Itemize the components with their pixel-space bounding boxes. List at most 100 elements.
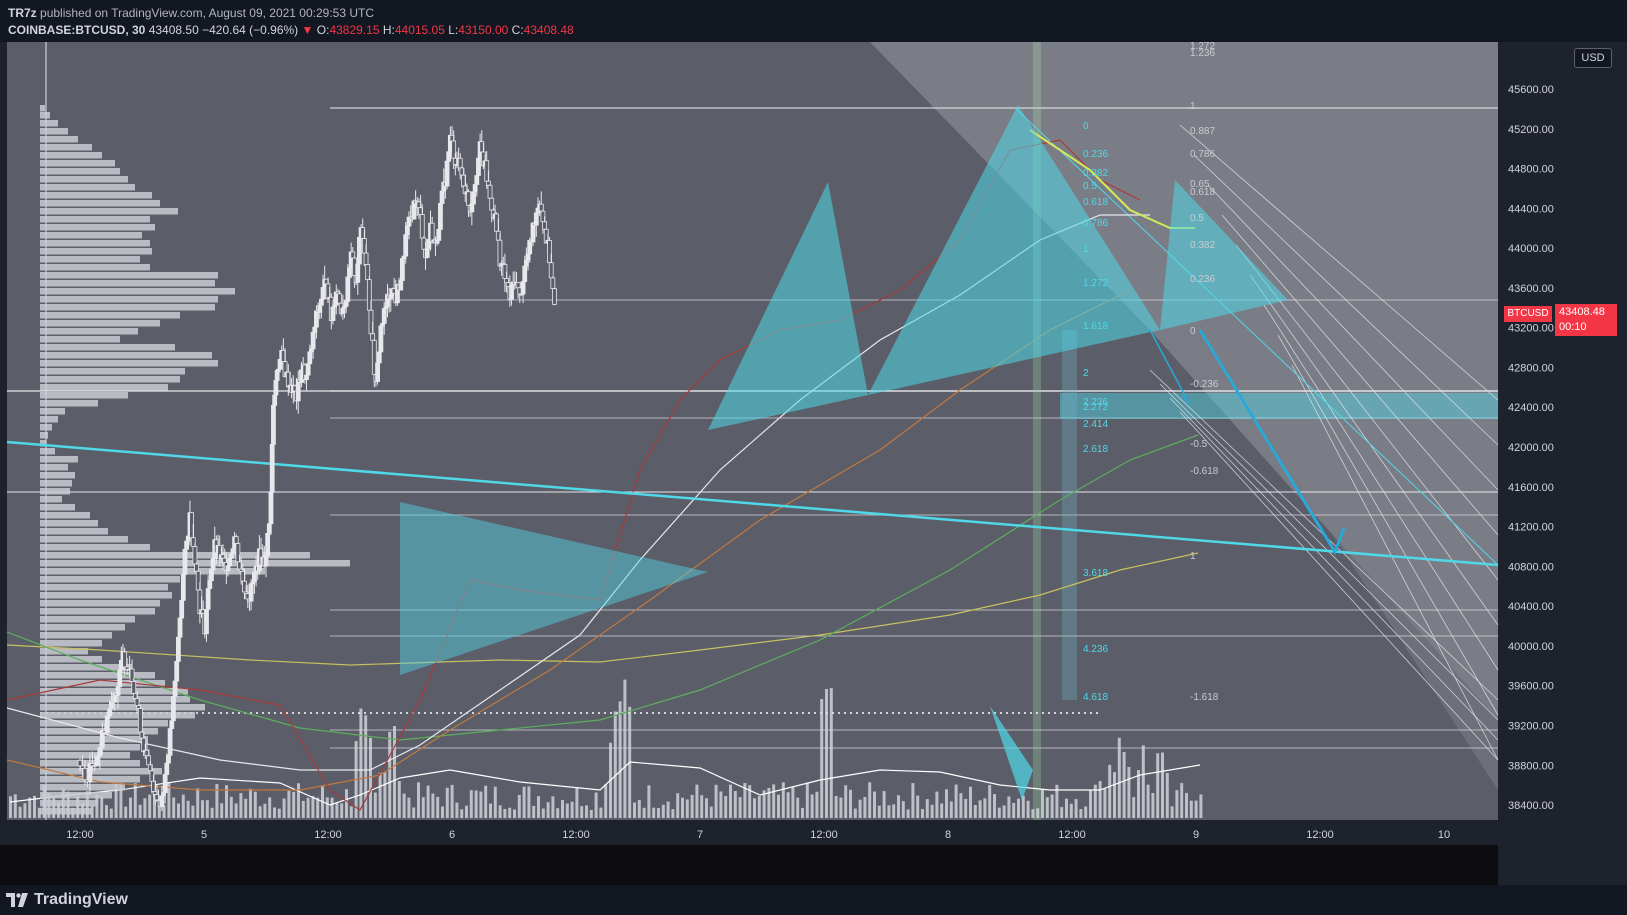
volume-bar — [153, 791, 156, 818]
volume-bar — [709, 806, 713, 818]
volume-profile-row — [40, 648, 88, 655]
candle-up — [295, 379, 301, 402]
volume-bar — [13, 794, 17, 818]
volume-bar — [18, 806, 22, 818]
price-axis: 45600.00 45200.00 44800.00 44400.00 44000.00… — [1508, 84, 1554, 812]
volume-bar — [1199, 794, 1203, 818]
volume-bar — [172, 797, 176, 818]
open-label: O: — [316, 23, 330, 37]
fib-label-right: 1 — [1190, 101, 1196, 112]
fib-band — [1062, 330, 1077, 700]
right-shoulder — [1160, 180, 1288, 330]
fib-label-left: 0.786 — [1083, 218, 1108, 229]
price-tick-label: 40000.00 — [1508, 641, 1554, 653]
volume-bar — [234, 803, 238, 818]
time-tick-label: 6 — [449, 829, 455, 841]
volume-profile-row — [40, 200, 160, 207]
volume-bar — [618, 701, 622, 818]
fib-label-left: 1 — [1083, 244, 1089, 255]
volume-bar — [642, 807, 646, 818]
channel-line — [1179, 124, 1499, 401]
currency-selector[interactable]: USD — [1574, 48, 1612, 68]
volume-bar — [969, 786, 972, 818]
time-tick-label: 8 — [945, 829, 951, 841]
volume-bar — [426, 785, 430, 818]
price-tick-label: 44000.00 — [1508, 243, 1554, 255]
volume-profile-row — [40, 456, 78, 463]
time-tick-label: 5 — [201, 829, 207, 841]
volume-profile-row — [40, 416, 58, 423]
volume-bar — [993, 794, 996, 818]
volume-profile-row — [40, 568, 265, 575]
volume-profile-row — [40, 608, 155, 615]
symbol-title[interactable]: COINBASE:BTCUSD, 30 — [8, 23, 146, 37]
candle-down — [77, 759, 83, 767]
volume-bar — [1074, 799, 1078, 818]
volume-bar — [997, 807, 1001, 818]
volume-bar — [215, 784, 219, 818]
fib-label-right: 0.786 — [1190, 149, 1215, 160]
volume-bar — [460, 809, 464, 818]
volume-bar — [781, 782, 785, 818]
volume-bar — [565, 803, 569, 818]
fib-label-right: -0.5 — [1190, 439, 1208, 450]
volume-bar — [330, 797, 334, 818]
candle-up — [357, 236, 362, 265]
volume-profile-row — [40, 680, 165, 687]
volume-bar — [1031, 809, 1035, 818]
volume-bar — [479, 791, 483, 818]
volume-profile-row — [40, 105, 45, 112]
volume-bar — [772, 784, 776, 818]
volume-bar — [1093, 784, 1097, 818]
volume-bar — [945, 789, 948, 818]
volume-bar — [297, 783, 300, 818]
publisher-name[interactable]: TR7z — [8, 6, 37, 20]
candle-down — [504, 278, 509, 284]
volume-profile-row — [40, 344, 175, 351]
volume-profile-row — [40, 728, 158, 735]
projection-arrow — [1198, 329, 1346, 556]
candle-up — [273, 380, 279, 396]
volume-profile-row — [40, 304, 215, 311]
volume-bar — [383, 772, 387, 818]
volume-profile-row — [40, 616, 135, 623]
time-tick-label: 12:00 — [810, 829, 838, 841]
volume-profile-row — [40, 192, 152, 199]
time-axis-background — [0, 820, 1498, 845]
pattern-drawings[interactable] — [6, 105, 1499, 800]
volume-bar — [177, 803, 180, 818]
volume-bar — [340, 803, 344, 818]
time-tick-label: 7 — [697, 829, 703, 841]
volume-bar — [162, 805, 166, 818]
time-tick-label: 9 — [1193, 829, 1199, 841]
volume-bar — [1113, 772, 1116, 818]
tradingview-logo[interactable]: TradingView — [6, 891, 128, 909]
volume-profile-row — [40, 520, 98, 527]
fib-label-left: 4.618 — [1083, 692, 1108, 703]
volume-bar — [513, 809, 516, 818]
volume-bar — [844, 785, 848, 818]
last-price: 43408.50 — [148, 23, 199, 37]
triangle-pattern — [400, 502, 708, 675]
price-chart[interactable]: 0 0.236 0.382 0.5 0.618 0.786 1 1.272 1.618 2 2.23… — [0, 42, 1627, 885]
channel-shade — [870, 42, 1498, 720]
volume-bar — [959, 793, 963, 818]
volume-bar — [181, 794, 185, 818]
volume-bar — [23, 803, 27, 818]
volume-bar — [921, 809, 924, 818]
volume-profile-row — [40, 408, 65, 415]
channel-cyan — [1014, 107, 1499, 566]
ma-200 — [6, 552, 1199, 666]
volume-bar — [349, 806, 353, 818]
candle-down — [466, 191, 471, 206]
volume-bar — [119, 782, 123, 818]
volume-bar — [244, 798, 248, 818]
fib-label-left: 1.618 — [1083, 321, 1108, 332]
volume-bar — [786, 792, 790, 818]
candle-down — [192, 546, 198, 565]
volume-profile-row — [40, 224, 155, 231]
volume-bar — [191, 805, 195, 818]
volume-bar — [441, 806, 444, 818]
channel-line-lower — [1169, 397, 1499, 741]
volume-profile-row — [40, 688, 188, 695]
